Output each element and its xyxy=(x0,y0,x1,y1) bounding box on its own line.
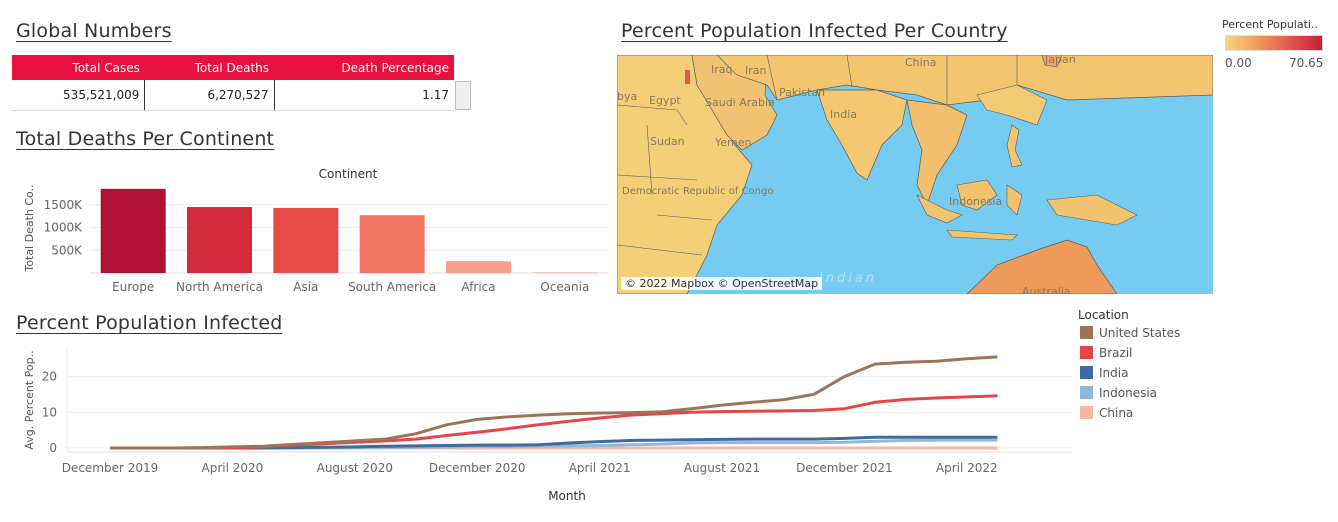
death-percentage-value: 1.17 xyxy=(274,80,454,111)
map-australia xyxy=(966,239,1118,294)
map-label-iraq: Iraq xyxy=(711,63,733,76)
map-label-indian-ocean: Indian xyxy=(819,271,877,286)
map-india xyxy=(816,89,908,181)
infected-x-tick: April 2021 xyxy=(569,461,631,475)
bar-europe[interactable] xyxy=(100,188,166,273)
map-indonesia xyxy=(916,179,1138,241)
infected-chart-title: Percent Population Infected xyxy=(16,312,283,334)
deaths-y-label: Total Death Co.. xyxy=(23,184,36,272)
bar-africa[interactable] xyxy=(446,261,511,273)
legend-item-indonesia[interactable]: Indonesia xyxy=(1080,386,1157,400)
legend-item-united-states[interactable]: United States xyxy=(1080,326,1180,340)
legend-swatch xyxy=(1080,326,1093,339)
map-label-yemen: Yemen xyxy=(714,136,752,149)
series-united-states[interactable] xyxy=(110,355,998,450)
map-attribution[interactable]: © 2022 Mapbox © OpenStreetMap xyxy=(621,277,823,290)
color-legend-title: Percent Populati.. xyxy=(1222,18,1318,31)
map-label-indonesia: Indonesia xyxy=(949,195,1002,208)
deaths-x-tick: Europe xyxy=(112,280,154,294)
bar-asia[interactable] xyxy=(273,207,339,273)
legend-swatch xyxy=(1080,386,1093,399)
deaths-x-tick: Africa xyxy=(461,280,495,294)
color-legend-min: 0.00 xyxy=(1225,56,1252,70)
location-legend-title: Location xyxy=(1078,308,1129,322)
legend-swatch xyxy=(1080,406,1093,419)
deaths-y-tick: 500K xyxy=(51,243,83,257)
bar-oceania[interactable] xyxy=(532,272,598,274)
global-numbers-table: Total Cases Total Deaths Death Percentag… xyxy=(12,55,454,111)
legend-swatch xyxy=(1080,366,1093,379)
legend-label: China xyxy=(1099,406,1134,420)
map-label-pakistan: Pakistan xyxy=(779,86,825,99)
infected-x-tick: August 2020 xyxy=(317,461,393,475)
deaths-bar-chart: Continent Total Death Co.. 500K 1000K 1500… xyxy=(23,167,608,294)
legend-swatch xyxy=(1080,346,1093,359)
deaths-y-tick: 1500K xyxy=(44,198,84,212)
total-cases-value: 535,521,009 xyxy=(12,80,146,111)
map-label-drc: Democratic Republic of Congo xyxy=(622,186,773,197)
legend-item-brazil[interactable]: Brazil xyxy=(1080,346,1133,360)
legend-item-india[interactable]: India xyxy=(1080,366,1128,380)
map-label-australia: Australia xyxy=(1022,285,1071,294)
bar-south-america[interactable] xyxy=(359,215,425,273)
global-numbers-title: Global Numbers xyxy=(16,20,172,42)
map-label-india: India xyxy=(830,108,857,121)
legend-label: Brazil xyxy=(1099,346,1133,360)
bar-north-america[interactable] xyxy=(187,207,252,273)
infected-x-label: Month xyxy=(548,489,586,503)
map-se-asia xyxy=(906,99,968,206)
deaths-chart-title: Total Deaths Per Continent xyxy=(16,128,275,150)
color-legend-gradient xyxy=(1225,35,1323,51)
continent-header: Continent xyxy=(319,167,378,181)
table-scrollbar[interactable] xyxy=(455,81,471,110)
infected-x-tick: December 2019 xyxy=(62,461,159,475)
map-label-egypt: Egypt xyxy=(649,94,681,107)
death-percentage-header: Death Percentage xyxy=(274,55,454,80)
infected-y-tick: 20 xyxy=(42,370,57,384)
map-title: Percent Population Infected Per Country xyxy=(621,20,1008,42)
map-asia xyxy=(716,55,1213,106)
infected-y-tick: 10 xyxy=(42,405,57,419)
infected-y-label: Avg. Percent Pop.. xyxy=(23,350,36,449)
map-label-libya: bya xyxy=(617,90,637,103)
infected-x-tick: August 2021 xyxy=(684,461,760,475)
total-deaths-header: Total Deaths xyxy=(144,55,275,80)
legend-item-china[interactable]: China xyxy=(1080,406,1133,420)
map-label-sudan: Sudan xyxy=(650,135,685,148)
legend-label: United States xyxy=(1099,326,1181,340)
deaths-x-tick: North America xyxy=(176,280,263,294)
total-cases-header: Total Cases xyxy=(12,55,145,80)
deaths-x-tick: Oceania xyxy=(540,280,589,294)
color-legend-max: 70.65 xyxy=(1289,56,1324,70)
map-label-japan: Japan xyxy=(1044,55,1076,66)
infection-map[interactable]: China Japan Iran Iraq Egypt Saudi Arabia… xyxy=(617,55,1213,294)
legend-label: India xyxy=(1099,366,1129,380)
infected-y-tick: 0 xyxy=(49,441,57,455)
map-label-iran: Iran xyxy=(745,64,767,77)
infected-x-tick: April 2022 xyxy=(936,461,998,475)
map-label-china: China xyxy=(905,56,936,69)
infected-x-tick: April 2020 xyxy=(202,461,264,475)
infected-x-tick: December 2020 xyxy=(429,461,526,475)
infected-x-tick: December 2021 xyxy=(796,461,893,475)
legend-label: Indonesia xyxy=(1099,386,1158,400)
infected-line-chart: Avg. Percent Pop.. Month 0 10 20 December … xyxy=(23,348,1072,503)
deaths-y-tick: 1000K xyxy=(44,221,84,235)
map-label-saudi-arabia: Saudi Arabia xyxy=(705,96,775,109)
total-deaths-value: 6,270,527 xyxy=(144,80,275,111)
deaths-x-tick: Asia xyxy=(293,280,318,294)
deaths-x-tick: South America xyxy=(348,280,436,294)
